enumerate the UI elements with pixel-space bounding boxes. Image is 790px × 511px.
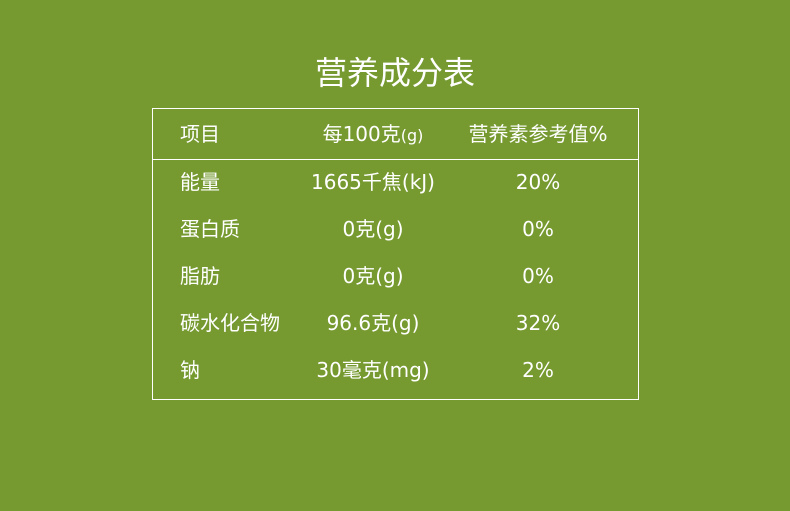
cell-item: 碳水化合物: [180, 311, 280, 335]
cell-per100: 30毫克(mg): [316, 358, 430, 382]
cell-per100: 0克(g): [342, 264, 404, 288]
cell-item: 脂肪: [180, 264, 220, 288]
cell-per100: 0克(g): [342, 217, 404, 241]
cell-nrv: 20%: [515, 170, 561, 194]
cell-nrv: 0%: [522, 217, 554, 241]
header-item: 项目: [180, 122, 220, 146]
header-per100: 每100克(g): [283, 121, 463, 149]
cell-nrv: 32%: [515, 311, 561, 335]
cell-nrv: 2%: [522, 358, 554, 382]
cell-item: 钠: [180, 358, 200, 382]
page-title: 营养成分表: [314, 54, 475, 92]
nutrition-table: 项目 每100克(g) 营养素参考值% 能量 1665千焦(kJ) 20% 蛋白质 0克…: [152, 108, 639, 400]
header-per100-label: 每100克: [322, 122, 401, 146]
cell-item: 能量: [180, 170, 220, 194]
header-nrv: 营养素参考值%: [468, 122, 608, 146]
table-header: 项目 每100克(g) 营养素参考值%: [153, 109, 638, 160]
cell-item: 蛋白质: [180, 217, 240, 241]
cell-nrv: 0%: [522, 264, 554, 288]
cell-per100: 96.6克(g): [326, 311, 420, 335]
cell-per100: 1665千焦(kJ): [311, 170, 435, 194]
header-per100-unit: (g): [400, 126, 424, 145]
